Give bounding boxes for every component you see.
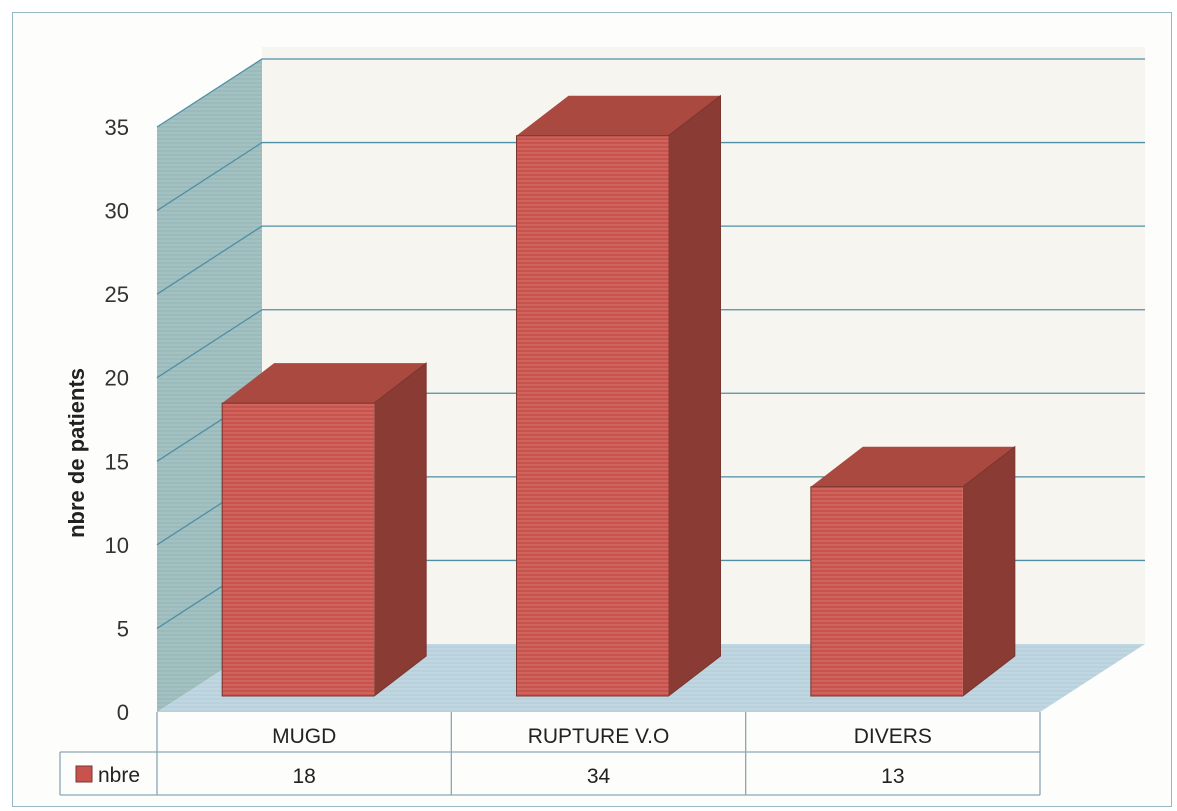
y-axis-title: nbre de patients [64,368,89,538]
legend-series-name: nbre [98,764,140,787]
y-tick-label: 15 [105,449,129,474]
y-tick-label: 10 [105,533,129,558]
data-table-value: 13 [881,765,904,788]
y-tick-label: 35 [105,115,129,140]
x-category-label: RUPTURE V.O [528,725,670,748]
y-tick-label: 20 [105,366,129,391]
y-tick-label: 30 [105,199,129,224]
bar [222,363,426,696]
bar-side [669,96,721,696]
legend-swatch [76,766,92,782]
bar [517,96,721,696]
data-table-value: 34 [587,765,611,788]
bar-side [374,363,426,696]
data-table-value: 18 [292,765,315,788]
bar-side [963,447,1015,696]
bar-texture [517,136,669,696]
y-tick-label: 25 [105,282,129,307]
bar-texture [811,487,963,696]
x-category-label: MUGD [272,725,336,748]
y-tick-label: 5 [117,616,129,641]
bar [811,447,1015,696]
y-tick-label: 0 [117,700,129,725]
x-category-label: DIVERS [854,725,932,748]
bar-texture [222,403,374,696]
